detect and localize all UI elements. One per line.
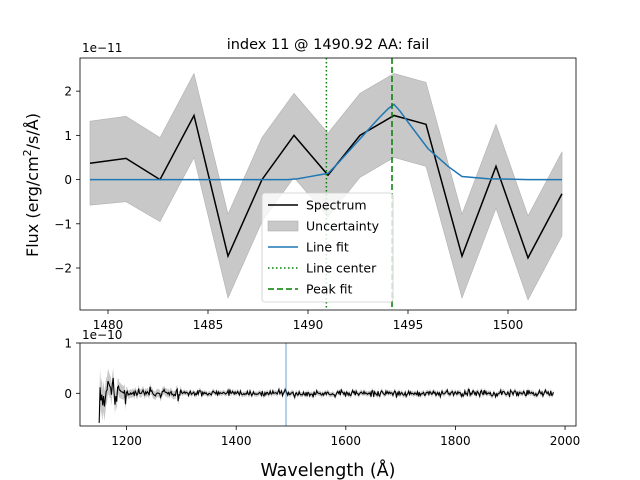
legend-box: [261, 192, 394, 303]
legend-item-line-fit[interactable]: Line fit: [268, 240, 349, 255]
line-fit-curve: [90, 103, 562, 181]
y-tick-label: 1: [64, 337, 72, 351]
x-tick-label: 1485: [193, 318, 224, 332]
legend-label: Peak fit: [306, 282, 353, 297]
y-tick-label: 1: [64, 129, 72, 143]
spectrum-line: [89, 113, 563, 260]
bottom-offset-text: 1e−10: [82, 328, 122, 342]
y-tick-label: −2: [54, 262, 72, 276]
y-tick-label: −1: [54, 217, 72, 231]
overview-spectrum-line: [98, 377, 554, 423]
overview-axes-frame: [79, 342, 577, 427]
main-axes-frame: [79, 57, 577, 311]
legend-label: Line fit: [306, 240, 349, 255]
top-offset-text: 1e−11: [82, 41, 122, 55]
legend-label: Line center: [306, 261, 377, 276]
x-tick-label: 1495: [393, 318, 424, 332]
y-tick-label: 0: [64, 173, 72, 187]
chart-title: index 11 @ 1490.92 AA: fail: [227, 37, 430, 53]
svg-text:Flux (erg/cm2/s/Å): Flux (erg/cm2/s/Å): [21, 113, 42, 257]
legend-item-peak-fit[interactable]: Peak fit: [268, 282, 353, 297]
x-tick-label: 1500: [493, 318, 524, 332]
legend-swatch: [267, 220, 299, 232]
x-tick-label: 1800: [440, 434, 471, 448]
main-panel: index 11 @ 1490.92 AA: fail 1e−11 Flux (…: [21, 37, 577, 332]
x-tick-label: 1490: [293, 318, 324, 332]
overview-uncertainty-band: [99, 368, 554, 426]
legend-item-uncertainty[interactable]: Uncertainty: [267, 219, 380, 234]
y-tick-label: 0: [64, 387, 72, 401]
x-axis-label: Wavelength (Å): [260, 459, 395, 480]
overview-panel: 1e−10 1200 1400 1600 1800 2000 0 1 Wavelength …: [64, 328, 580, 480]
legend-label: Uncertainty: [306, 219, 380, 234]
x-tick-label: 1480: [93, 318, 124, 332]
legend[interactable]: Spectrum Uncertainty Line fit Line center Pe…: [261, 192, 394, 303]
x-tick-label: 1200: [111, 434, 142, 448]
x-tick-label: 1400: [221, 434, 252, 448]
x-tick-label: 2000: [550, 434, 581, 448]
legend-label: Spectrum: [306, 198, 367, 213]
x-tick-label: 1600: [331, 434, 362, 448]
y-tick-label: 2: [64, 85, 72, 99]
legend-item-line-center[interactable]: Line center: [268, 261, 377, 276]
legend-item-spectrum[interactable]: Spectrum: [268, 198, 367, 213]
y-axis-label: Flux (erg/cm2/s/Å): [21, 113, 42, 257]
